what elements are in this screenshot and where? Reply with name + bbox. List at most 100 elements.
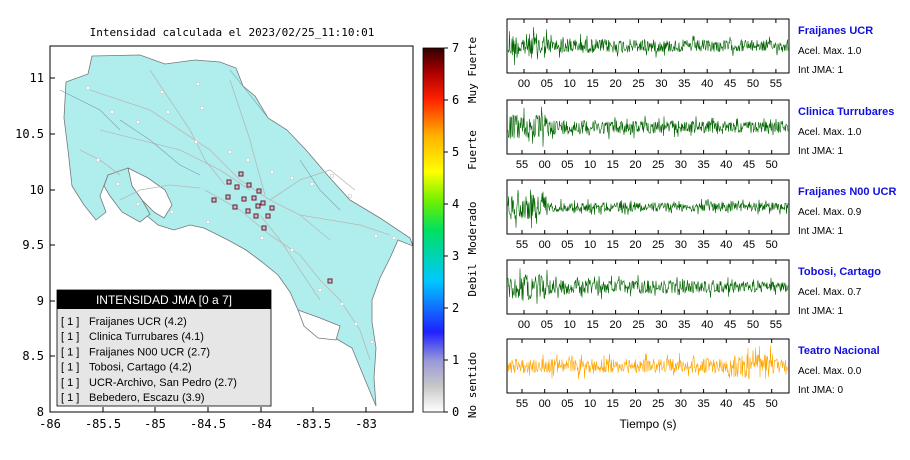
legend-item-level: [ 1 ] bbox=[61, 346, 79, 358]
colorbar-axis: 0 1 2 3 4 5 6 7 No sentido Debil Moderado Fuerte Muy… bbox=[444, 37, 479, 419]
station-name: Fraijanes N00 UCR bbox=[798, 186, 896, 198]
waveform-x-tick-label: 00 bbox=[539, 159, 551, 171]
intensity-legend: INTENSIDAD JMA [0 a 7] [ 1 ] Fraijanes UC… bbox=[56, 289, 272, 407]
legend-item-station: Tobosi, Cartago (4.2) bbox=[89, 362, 192, 374]
legend-item-station: Fraijanes N00 UCR (2.7) bbox=[89, 346, 210, 358]
station-accel-max: Acel. Max. 1.0 bbox=[798, 127, 862, 138]
waveform-x-tick-label: 05 bbox=[541, 319, 553, 331]
legend-item-station: Clinica Turrubares (4.1) bbox=[89, 331, 204, 343]
waveform-x-tick-label: 40 bbox=[720, 159, 732, 171]
colorbar-label: Debil bbox=[466, 263, 479, 296]
map-y-tick-label: 10 bbox=[30, 183, 44, 197]
waveform-x-tick-label: 20 bbox=[609, 319, 621, 331]
colorbar-tick-label: 3 bbox=[452, 249, 459, 263]
colorbar-tick-label: 1 bbox=[452, 353, 459, 367]
colorbar-tick-label: 5 bbox=[452, 145, 459, 159]
map-x-tick-label: -83.5 bbox=[295, 417, 331, 431]
station-name: Teatro Nacional bbox=[798, 345, 880, 357]
map-title: Intensidad calculada el 2023/02/25_11:10… bbox=[90, 26, 375, 39]
waveform-frame bbox=[506, 179, 790, 235]
waveform-trace bbox=[507, 268, 789, 304]
station-accel-max: Acel. Max. 1.0 bbox=[798, 46, 862, 57]
waveform-x-tick-label: 50 bbox=[747, 78, 759, 90]
waveform-x-tick-label: 10 bbox=[584, 239, 596, 251]
waveform-x-tick-label: 25 bbox=[632, 319, 644, 331]
map-x-tick-label: -85 bbox=[144, 417, 166, 431]
station-jma-intensity: Int JMA: 1 bbox=[798, 306, 843, 317]
colorbar-tick-label: 2 bbox=[452, 301, 459, 315]
station-name: Clinica Turrubares bbox=[798, 106, 894, 118]
x-axis-label: Tiempo (s) bbox=[620, 417, 677, 431]
map-x-tick-label: -85.5 bbox=[85, 417, 121, 431]
legend-item-level: [ 1 ] bbox=[61, 331, 79, 343]
colorbar-tick-label: 6 bbox=[452, 93, 459, 107]
map-x-tick-label: -83 bbox=[355, 417, 377, 431]
waveform-x-tick-label: 50 bbox=[747, 319, 759, 331]
waveform-x-tick-label: 20 bbox=[629, 159, 641, 171]
waveform-x-tick-label: 05 bbox=[541, 78, 553, 90]
waveform-x-tick-label: 50 bbox=[766, 159, 778, 171]
waveform-x-tick-label: 20 bbox=[629, 239, 641, 251]
legend-header: INTENSIDAD JMA [0 a 7] bbox=[96, 293, 232, 307]
map-x-tick-label: -84.5 bbox=[190, 417, 226, 431]
station-jma-intensity: Int JMA: 1 bbox=[798, 65, 843, 76]
waveform-x-tick-label: 45 bbox=[743, 398, 755, 410]
waveform-x-tick-label: 15 bbox=[607, 159, 619, 171]
osa-gulf bbox=[297, 309, 341, 341]
waveform-x-tick-label: 40 bbox=[720, 398, 732, 410]
map-y-tick-label: 11 bbox=[30, 71, 44, 85]
waveform-x-tick-label: 35 bbox=[697, 239, 709, 251]
legend-item-level: [ 1 ] bbox=[61, 316, 79, 328]
waveform-x-tick-label: 45 bbox=[724, 319, 736, 331]
legend-items: [ 1 ] Fraijanes UCR (4.2) [ 1 ] Clinica Tur… bbox=[61, 316, 237, 404]
waveform-panel: 55 00 05 10 15 20 25 30 35 40 45 50 Clinica Turrubar… bbox=[506, 99, 894, 171]
legend-item-level: [ 1 ] bbox=[61, 362, 79, 374]
waveform-x-tick-label: 45 bbox=[743, 239, 755, 251]
nicoya-peninsula bbox=[103, 167, 151, 223]
map-x-tick-label: -84 bbox=[250, 417, 272, 431]
colorbar-tick-label: 4 bbox=[452, 197, 459, 211]
waveform-panel: 00 05 10 15 20 25 30 35 40 45 50 55 Fraijanes UCR Ace… bbox=[506, 18, 873, 90]
rivers bbox=[59, 69, 341, 211]
station-jma-intensity: Int JMA: 1 bbox=[798, 146, 843, 157]
waveform-x-tick-label: 55 bbox=[516, 239, 528, 251]
station-name: Tobosi, Cartago bbox=[798, 266, 881, 278]
waveform-x-tick-label: 05 bbox=[561, 239, 573, 251]
map-y-tick-label: 8.5 bbox=[22, 349, 44, 363]
station-jma-intensity: Int JMA: 0 bbox=[798, 385, 843, 396]
legend-item-station: UCR-Archivo, San Pedro (2.7) bbox=[89, 377, 237, 389]
legend-background bbox=[56, 289, 272, 407]
waveform-x-tick-label: 30 bbox=[655, 78, 667, 90]
waveform-x-tick-label: 45 bbox=[743, 159, 755, 171]
waveform-x-tick-label: 30 bbox=[675, 159, 687, 171]
waveform-x-tick-label: 10 bbox=[564, 319, 576, 331]
map-y-tick-label: 8 bbox=[37, 405, 44, 419]
station-accel-max: Acel. Max. 0.7 bbox=[798, 287, 862, 298]
waveform-x-tick-label: 25 bbox=[632, 78, 644, 90]
waveform-x-tick-label: 10 bbox=[584, 398, 596, 410]
waveform-x-tick-label: 25 bbox=[652, 159, 664, 171]
waveform-x-tick-label: 45 bbox=[724, 78, 736, 90]
waveform-x-tick-label: 00 bbox=[539, 398, 551, 410]
waveform-x-tick-label: 10 bbox=[584, 159, 596, 171]
station-accel-max: Acel. Max. 0.9 bbox=[798, 207, 862, 218]
legend-header-bar bbox=[57, 290, 271, 309]
waveform-x-tick-label: 25 bbox=[652, 239, 664, 251]
waveform-x-tick-label: 05 bbox=[561, 398, 573, 410]
waveform-x-tick-label: 00 bbox=[518, 78, 530, 90]
map-area bbox=[59, 54, 413, 407]
waveform-x-tick-label: 35 bbox=[678, 78, 690, 90]
waveform-panels: 00 05 10 15 20 25 30 35 40 45 50 55 Fraijanes UCR Ace… bbox=[506, 18, 896, 410]
waveform-x-tick-label: 00 bbox=[518, 319, 530, 331]
map-y-tick-label: 9.5 bbox=[22, 238, 44, 252]
colorbar-label: Moderado bbox=[466, 202, 479, 255]
legend-item-level: [ 1 ] bbox=[61, 392, 79, 404]
waveform-x-tick-label: 20 bbox=[609, 78, 621, 90]
colorbar-label: Muy Fuerte bbox=[466, 37, 479, 103]
waveform-x-tick-label: 40 bbox=[701, 319, 713, 331]
waveform-x-tick-label: 55 bbox=[516, 159, 528, 171]
map-y-tick-label: 10.5 bbox=[15, 127, 44, 141]
waveform-x-tick-label: 55 bbox=[770, 78, 782, 90]
waveform-panel: 55 00 05 10 15 20 25 30 35 40 45 50 Teatro Nacional A… bbox=[506, 338, 880, 410]
